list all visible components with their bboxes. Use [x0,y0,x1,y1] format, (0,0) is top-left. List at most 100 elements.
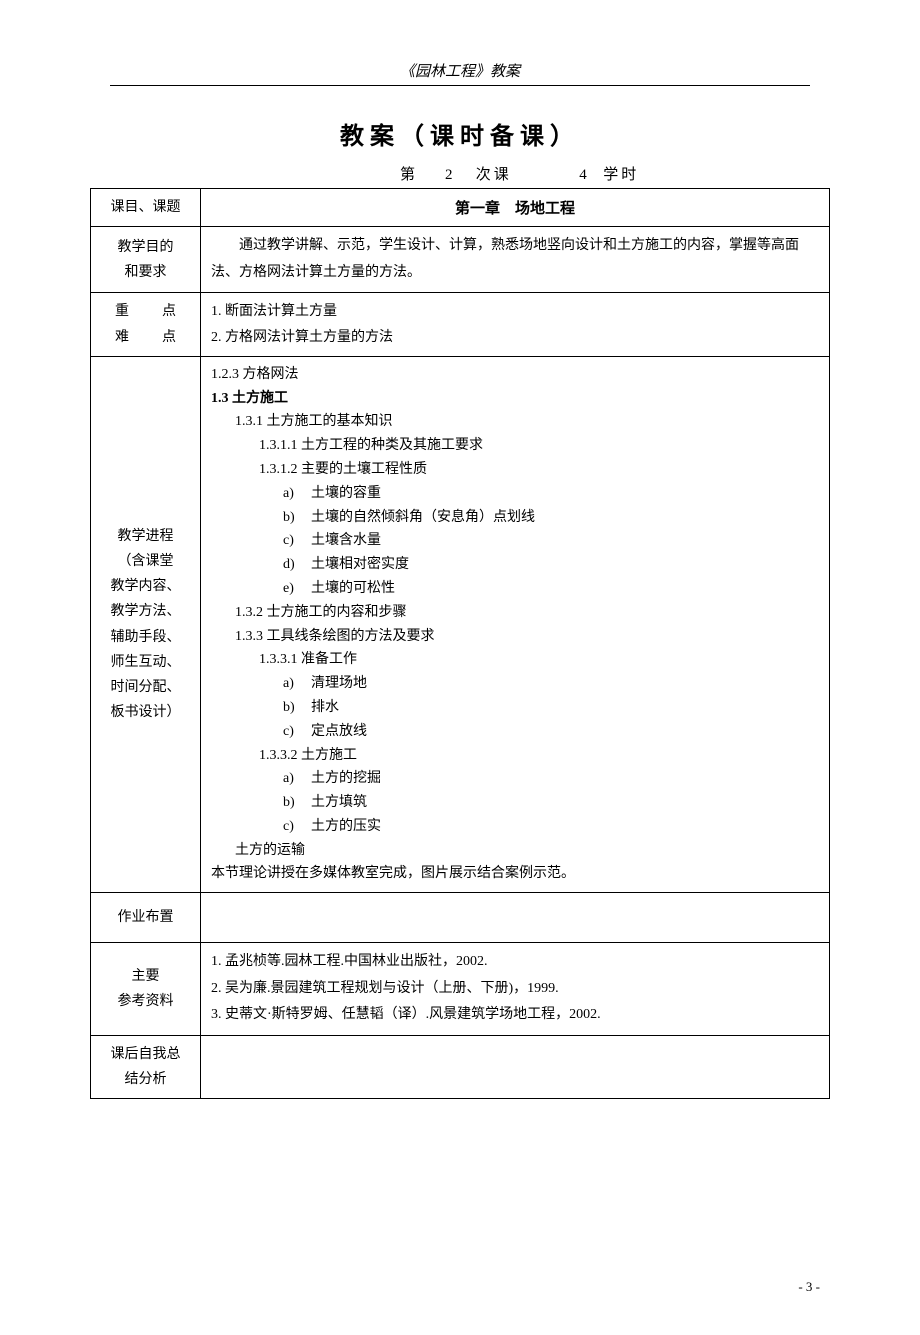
refs-label-cell: 主要 参考资料 [91,943,201,1036]
diff-char-2: 点 [162,325,176,350]
outline-l6a: a)土壤的容重 [211,482,819,506]
session-middle: 次课 [476,167,512,183]
session-hours-label: 学时 [603,167,639,183]
table-row: 课后自我总 结分析 [91,1036,830,1099]
progress-label-5: 辅助手段、 [101,625,190,650]
table-row: 重 点 难 点 1. 断面法计算土方量 2. 方格网法计算土方量的方法 [91,293,830,356]
objective-label-2: 和要求 [101,260,190,285]
outline-l13: 土方的运输 [211,839,819,863]
outline-l5: 1.3.1.2 主要的土壤工程性质 [211,458,819,482]
marker-c: c) [283,529,311,553]
progress-label-8: 板书设计） [101,700,190,725]
outline-l6e: e)土壤的可松性 [211,577,819,601]
keypoint-cell: 1. 断面法计算土方量 2. 方格网法计算土方量的方法 [201,293,830,356]
outline-l8: 1.3.3 工具线条绘图的方法及要求 [211,625,819,649]
session-number: 2 [445,167,456,183]
outline-l6b-text: 土壤的自然倾斜角（安息角）点划线 [311,510,535,525]
progress-label-1: 教学进程 [101,524,190,549]
marker-b: b) [283,696,311,720]
outline-l10c-text: 定点放线 [311,724,367,739]
outline-l6c-text: 土壤含水量 [311,533,381,548]
diff-char-1: 难 [115,325,129,350]
ref-2: 2. 吴为廉.景园建筑工程规划与设计（上册、下册)，1999. [211,976,819,1003]
outline-l10b-text: 排水 [311,700,339,715]
outline-l3: 1.3.1 土方施工的基本知识 [211,410,819,434]
progress-label-2: （含课堂 [101,549,190,574]
ref-1: 1. 孟兆桢等.园林工程.中国林业出版社，2002. [211,949,819,976]
progress-label-4: 教学方法、 [101,599,190,624]
key-label-row: 重 点 [101,299,190,324]
page-title: 教案（课时备课） [90,116,830,151]
progress-content-cell: 1.2.3 方格网法 1.3 土方施工 1.3.1 土方施工的基本知识 1.3.… [201,356,830,893]
refs-cell: 1. 孟兆桢等.园林工程.中国林业出版社，2002. 2. 吴为廉.景园建筑工程… [201,943,830,1036]
outline-l12a: a)土方的挖掘 [211,767,819,791]
marker-a: a) [283,672,311,696]
progress-label-cell: 教学进程 （含课堂 教学内容、 教学方法、 辅助手段、 师生互动、 时间分配、 … [91,356,201,893]
outline-l9: 1.3.3.1 准备工作 [211,648,819,672]
summary-label-1: 课后自我总 [101,1042,190,1067]
marker-a: a) [283,482,311,506]
outline-l12c: c)土方的压实 [211,815,819,839]
outline-l6e-text: 土壤的可松性 [311,581,395,596]
outline-l6b: b)土壤的自然倾斜角（安息角）点划线 [211,506,819,530]
summary-label-cell: 课后自我总 结分析 [91,1036,201,1099]
outline-l11: 1.3.3.2 土方施工 [211,744,819,768]
outline-l1: 1.2.3 方格网法 [211,363,819,387]
ref-3: 3. 史蒂文·斯特罗姆、任慧韬（译）.风景建筑学场地工程，2002. [211,1002,819,1029]
outline-l4: 1.3.1.1 土方工程的种类及其施工要求 [211,434,819,458]
outline-l12b-text: 土方填筑 [311,795,367,810]
table-row: 主要 参考资料 1. 孟兆桢等.园林工程.中国林业出版社，2002. 2. 吴为… [91,943,830,1036]
outline-l12a-text: 土方的挖掘 [311,771,381,786]
objective-label-cell: 教学目的 和要求 [91,227,201,293]
lesson-plan-table: 课目、课题 第一章 场地工程 教学目的 和要求 通过教学讲解、示范，学生设计、计… [90,188,830,1099]
keypoint-2: 2. 方格网法计算土方量的方法 [211,325,819,350]
outline-l6d-text: 土壤相对密实度 [311,557,409,572]
marker-b: b) [283,506,311,530]
summary-label-2: 结分析 [101,1067,190,1092]
refs-label-2: 参考资料 [101,989,190,1014]
session-info: 第 2 次课 4 学时 [90,163,830,184]
summary-cell [201,1036,830,1099]
marker-e: e) [283,577,311,601]
outline-l10a: a)清理场地 [211,672,819,696]
progress-label-6: 师生互动、 [101,650,190,675]
table-row: 教学目的 和要求 通过教学讲解、示范，学生设计、计算，熟悉场地竖向设计和土方施工… [91,227,830,293]
progress-label-7: 时间分配、 [101,675,190,700]
course-label-cell: 课目、课题 [91,189,201,227]
page-number: - 3 - [90,1279,830,1295]
marker-b: b) [283,791,311,815]
outline-l14: 本节理论讲授在多媒体教室完成，图片展示结合案例示范。 [211,862,819,886]
progress-label-3: 教学内容、 [101,574,190,599]
keypoint-1: 1. 断面法计算土方量 [211,299,819,324]
marker-a: a) [283,767,311,791]
refs-label-1: 主要 [101,964,190,989]
homework-cell [201,893,830,943]
outline-l6c: c)土壤含水量 [211,529,819,553]
objective-cell: 通过教学讲解、示范，学生设计、计算，熟悉场地竖向设计和土方施工的内容，掌握等高面… [201,227,830,293]
outline-l12b: b)土方填筑 [211,791,819,815]
outline-l10b: b)排水 [211,696,819,720]
session-hours: 4 [579,167,590,183]
key-char-2: 点 [162,299,176,324]
chapter-cell: 第一章 场地工程 [201,189,830,227]
header-underline [110,85,810,86]
objective-label-1: 教学目的 [101,235,190,260]
table-row: 课目、课题 第一章 场地工程 [91,189,830,227]
outline-l12c-text: 土方的压实 [311,819,381,834]
diff-label-row: 难 点 [101,325,190,350]
session-prefix: 第 [400,167,418,183]
table-row: 教学进程 （含课堂 教学内容、 教学方法、 辅助手段、 师生互动、 时间分配、 … [91,356,830,893]
outline-l6d: d)土壤相对密实度 [211,553,819,577]
outline-l10c: c)定点放线 [211,720,819,744]
outline-l6a-text: 土壤的容重 [311,486,381,501]
marker-c: c) [283,815,311,839]
marker-c: c) [283,720,311,744]
outline-l7: 1.3.2 士方施工的内容和步骤 [211,601,819,625]
outline-l2: 1.3 土方施工 [211,387,819,411]
homework-label-cell: 作业布置 [91,893,201,943]
doc-header-title: 《园林工程》教案 [90,60,830,81]
key-char-1: 重 [115,299,129,324]
outline-l10a-text: 清理场地 [311,676,367,691]
keypoint-label-cell: 重 点 难 点 [91,293,201,356]
marker-d: d) [283,553,311,577]
